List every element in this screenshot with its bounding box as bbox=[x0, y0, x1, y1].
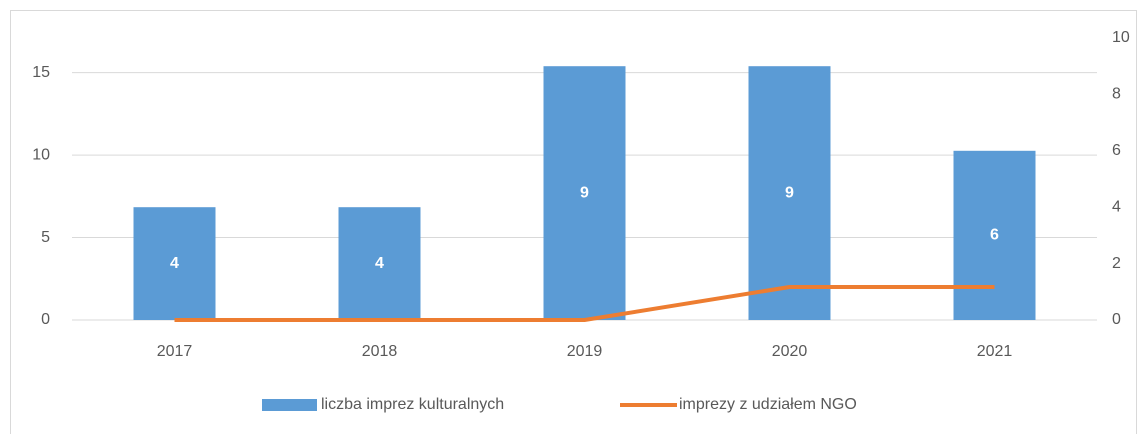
legend-swatch bbox=[262, 399, 317, 411]
y2-tick-label: 0 bbox=[1112, 311, 1121, 328]
bar bbox=[748, 66, 831, 320]
x-tick-label: 2019 bbox=[567, 343, 603, 360]
y2-tick-label: 4 bbox=[1112, 198, 1121, 215]
x-tick-label: 2017 bbox=[157, 343, 193, 360]
y-tick-label: 0 bbox=[41, 311, 50, 328]
y2-tick-label: 8 bbox=[1112, 86, 1121, 103]
data-label: 4 bbox=[170, 255, 179, 272]
y2-tick-label: 2 bbox=[1112, 255, 1121, 272]
x-tick-label: 2021 bbox=[977, 343, 1013, 360]
bar bbox=[338, 207, 421, 320]
data-label: 4 bbox=[375, 255, 384, 272]
y-tick-label: 10 bbox=[32, 146, 50, 163]
bar bbox=[543, 66, 626, 320]
x-tick-label: 2018 bbox=[362, 343, 398, 360]
line bbox=[174, 285, 995, 322]
y-tick-label: 15 bbox=[32, 64, 50, 81]
data-label: 9 bbox=[785, 184, 794, 201]
y2-tick-label: 6 bbox=[1112, 142, 1121, 159]
legend-label: imprezy z udziałem NGO bbox=[679, 396, 857, 413]
bar bbox=[953, 150, 1036, 320]
bar bbox=[133, 207, 216, 320]
chart-frame bbox=[10, 10, 1137, 434]
y-tick-label: 5 bbox=[41, 229, 50, 246]
data-label: 9 bbox=[580, 184, 589, 201]
legend-label: liczba imprez kulturalnych bbox=[321, 396, 504, 413]
data-label: 6 bbox=[990, 227, 999, 244]
x-tick-label: 2020 bbox=[772, 343, 808, 360]
y2-tick-label: 10 bbox=[1112, 29, 1130, 46]
